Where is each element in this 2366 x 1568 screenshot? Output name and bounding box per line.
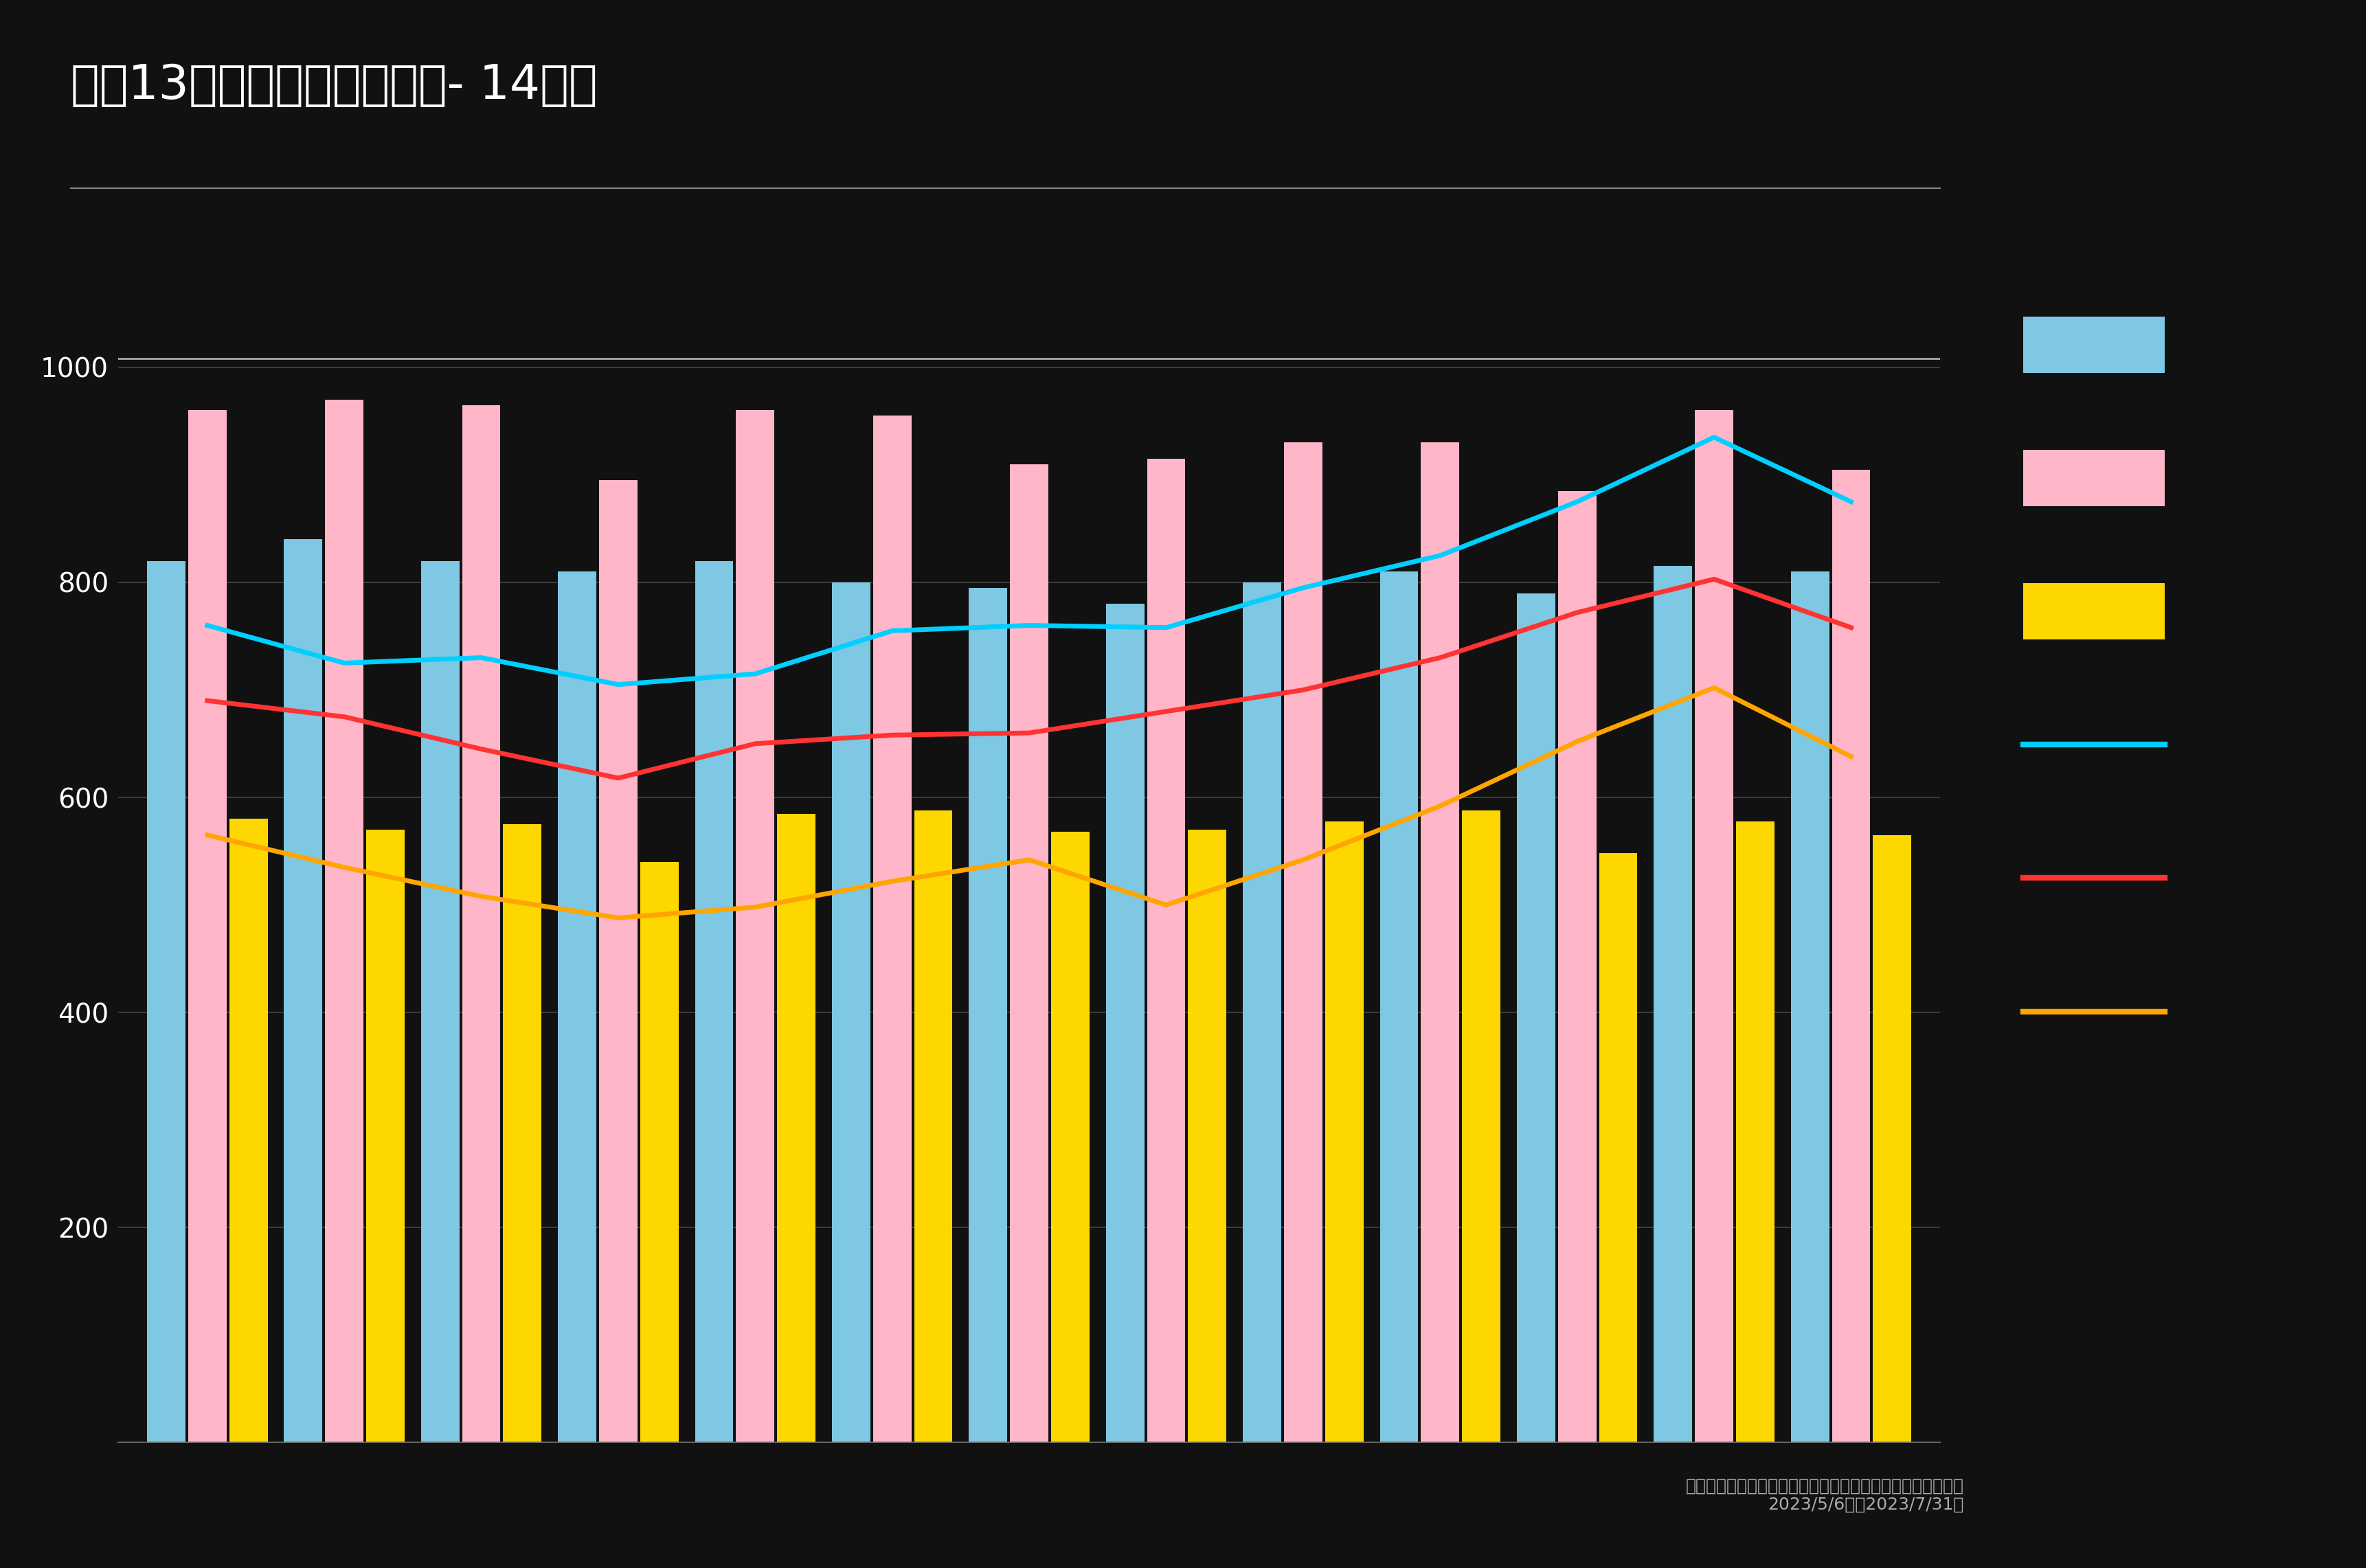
Bar xyxy=(1694,411,1734,1443)
Bar xyxy=(736,411,774,1443)
Bar xyxy=(147,561,185,1443)
Bar xyxy=(1379,572,1417,1443)
Bar xyxy=(873,416,911,1443)
Text: データ：モバイル空間統計（局内人口分布、リアルタイム）
2023/5/6週～2023/7/31週: データ：モバイル空間統計（局内人口分布、リアルタイム） 2023/5/6週～20… xyxy=(1685,1477,1964,1513)
Bar xyxy=(367,829,405,1443)
Bar xyxy=(1599,853,1637,1443)
Bar xyxy=(1791,572,1829,1443)
Bar xyxy=(696,561,733,1443)
Bar xyxy=(1557,491,1597,1443)
Bar xyxy=(189,411,227,1443)
Bar xyxy=(1148,459,1185,1443)
Bar xyxy=(504,825,542,1443)
Bar xyxy=(1325,822,1363,1443)
Bar xyxy=(324,400,364,1443)
Text: 直近13週の人口推移　休日‐ 14時台: 直近13週の人口推移 休日‐ 14時台 xyxy=(71,63,599,108)
Bar xyxy=(1105,604,1145,1443)
Bar xyxy=(1831,469,1869,1443)
Bar xyxy=(599,480,636,1443)
Bar xyxy=(970,588,1008,1443)
Bar xyxy=(1422,442,1460,1443)
Bar xyxy=(833,582,871,1443)
Bar xyxy=(1188,829,1226,1443)
Bar xyxy=(1874,836,1912,1443)
Bar xyxy=(1051,833,1088,1443)
Bar xyxy=(776,814,816,1443)
Bar xyxy=(284,539,322,1443)
Bar xyxy=(1242,582,1282,1443)
Bar xyxy=(230,818,267,1443)
Bar xyxy=(1654,566,1692,1443)
Bar xyxy=(1010,464,1048,1443)
Bar xyxy=(641,862,679,1443)
Bar xyxy=(1737,822,1774,1443)
Bar xyxy=(1462,811,1500,1443)
Bar xyxy=(558,572,596,1443)
Bar xyxy=(421,561,459,1443)
Bar xyxy=(1517,593,1554,1443)
Bar xyxy=(913,811,953,1443)
Bar xyxy=(461,405,502,1443)
Bar xyxy=(1285,442,1323,1443)
